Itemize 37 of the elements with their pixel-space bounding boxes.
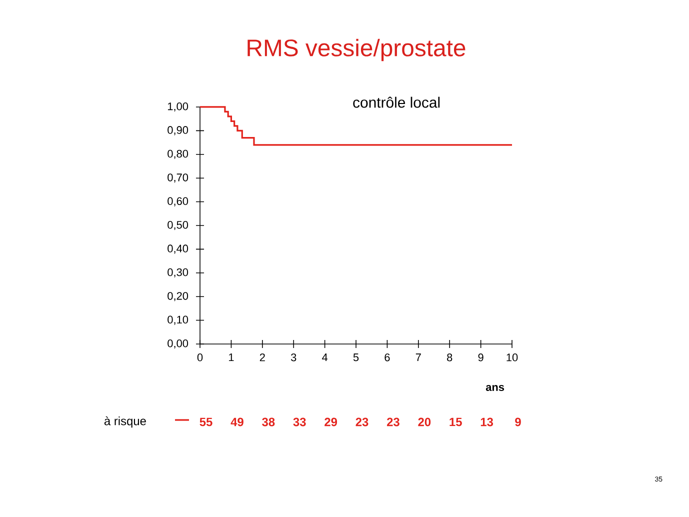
text: 9 (515, 418, 521, 426)
y-tick-label: 0,30 (168, 268, 188, 278)
x-tick-label: 3 (290, 354, 296, 362)
y-tick-label: 0,60 (168, 197, 188, 206)
y-tick-label: 0,90 (168, 126, 188, 136)
x-tick-label: 7 (416, 354, 421, 362)
x-tick-label: 6 (384, 354, 390, 362)
text: 23 (356, 418, 368, 426)
y-tick-label: 0,80 (168, 150, 188, 159)
y-tick-label: 0,50 (168, 220, 188, 230)
x-tick-label: 1 (228, 354, 234, 362)
x-axis-title: ans (486, 384, 504, 391)
x-tick-label: 5 (353, 354, 359, 362)
y-tick-label: 1,00 (168, 102, 188, 112)
x-tick-label: 4 (322, 354, 328, 362)
text: à risque (104, 416, 146, 428)
text: 20 (418, 418, 431, 426)
text: 38 (262, 418, 275, 426)
text: 13 (480, 418, 494, 426)
chart-subtitle: contrôle local (353, 96, 440, 108)
chart-title: RMS vessie/prostate (248, 38, 466, 62)
y-tick-label: 0,20 (168, 292, 188, 302)
text: 15 (450, 418, 462, 426)
text: 23 (386, 418, 400, 426)
text: 33 (293, 418, 306, 426)
x-tick-label: 8 (447, 354, 452, 362)
x-tick-label: 0 (197, 354, 203, 362)
text: 49 (230, 418, 244, 426)
text: 55 (200, 418, 212, 426)
text: 29 (324, 418, 338, 426)
x-tick-label: 9 (478, 354, 484, 362)
x-tick-label: 10 (506, 354, 518, 362)
y-tick-label: 0,00 (168, 339, 188, 349)
y-tick-label: 0,40 (168, 244, 188, 254)
y-tick-label: 0,10 (168, 316, 188, 325)
x-tick-label: 2 (260, 354, 265, 362)
y-tick-label: 0,70 (168, 174, 188, 183)
